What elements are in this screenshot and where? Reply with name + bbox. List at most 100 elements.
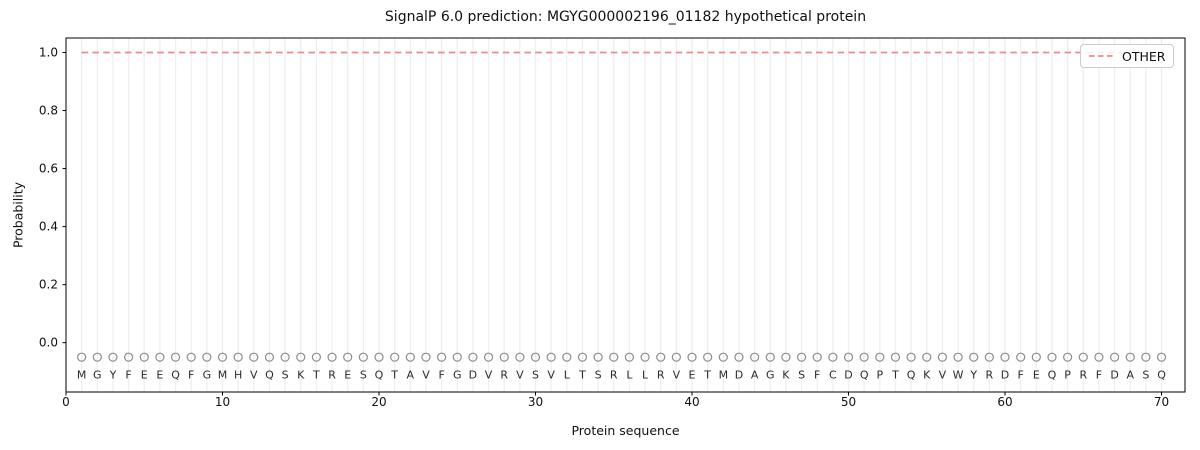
residue-letter: E [1033,369,1040,382]
residue-marker [343,352,353,362]
residue-letter: S [1142,369,1149,382]
residue-marker [1094,352,1104,362]
residue-marker [640,352,650,362]
residue-letter: G [203,369,212,382]
residue-marker [139,352,149,362]
residue-marker [155,352,165,362]
residue-letter: T [891,369,899,382]
residue-marker [1047,352,1057,362]
residue-marker [186,352,196,362]
residue-marker [562,352,572,362]
residue-marker [437,352,447,362]
residue-marker [217,352,228,362]
y-tick-label: 0.4 [39,220,58,234]
residue-letter: Q [907,369,916,382]
residue-letter: F [814,369,820,382]
residue-letter: F [1096,369,1102,382]
residue-letter: R [500,369,508,382]
legend-dashed-line-icon [1089,55,1114,57]
residue-letter: S [282,369,289,382]
residue-marker [515,352,525,362]
residue-marker [1141,352,1151,362]
plot-border [65,37,1186,393]
residue-letter: A [407,369,415,382]
residue-letter: G [93,369,102,382]
residue-letter: T [578,369,586,382]
residue-marker [890,352,901,362]
residue-letter: S [360,369,367,382]
residue-marker [734,352,744,362]
residue-letter: T [703,369,711,382]
residue-letter: D [1001,369,1009,382]
residue-letter: Q [1157,369,1166,382]
residue-marker [765,352,775,362]
residue-marker [906,352,916,362]
residue-marker [969,352,979,362]
residue-marker [390,352,400,362]
residue-letter: M [719,369,729,382]
residue-letter: D [735,369,743,382]
residue-letter: Q [860,369,869,382]
y-tick-label: 0.8 [39,104,58,118]
residue-marker [1000,352,1010,362]
residue-marker [92,352,102,362]
residue-letter: V [939,369,947,382]
residue-letter: S [798,369,805,382]
residue-letter: A [751,369,759,382]
residue-marker [671,352,681,362]
residue-marker [233,352,243,362]
residue-letter: F [1018,369,1024,382]
residue-letter: K [923,369,931,382]
x-tick-label: 40 [684,395,699,409]
residue-marker [483,352,494,362]
residue-letter: E [689,369,696,382]
residue-marker [1156,352,1167,362]
residue-letter: P [876,369,883,382]
residue-marker [280,352,290,362]
residue-letter: A [1126,369,1134,382]
residue-marker [170,352,181,362]
y-tick-label: 0.2 [39,278,58,292]
residue-letter: D [1110,369,1118,382]
residue-letter: Q [265,369,274,382]
residue-letter: G [453,369,462,382]
residue-marker [796,352,807,362]
residue-letter: V [250,369,258,382]
x-tick-label: 10 [215,395,230,409]
residue-marker [405,352,415,362]
residue-marker [1078,352,1088,362]
residue-letter: E [156,369,163,382]
residue-marker [421,352,431,362]
residue-marker [609,352,619,362]
residue-marker [828,352,838,362]
residue-letter: S [595,369,602,382]
residue-letter: Y [969,369,977,382]
residue-letter: P [1064,369,1071,382]
residue-marker [1031,352,1041,362]
residue-letter: F [438,369,444,382]
residue-marker [546,352,556,362]
residue-marker [750,352,760,362]
residue-letter: V [516,369,524,382]
residue-marker [875,352,885,362]
residue-letter: T [312,369,320,382]
residue-marker [1125,352,1135,362]
residue-letter: E [141,369,148,382]
residue-letter: F [188,369,194,382]
residue-letter: M [77,369,87,382]
residue-letter: V [485,369,493,382]
residue-letter: D [844,369,852,382]
residue-letter: Q [171,369,180,382]
residue-letter: G [766,369,775,382]
residue-letter: T [390,369,398,382]
y-tick-label: 0.0 [39,336,58,350]
residue-letter: M [218,369,228,382]
residue-marker [984,352,994,362]
residue-marker [718,352,728,362]
residue-letter: V [673,369,681,382]
residue-marker [593,352,603,362]
residue-letter: L [642,369,649,382]
residue-marker [624,352,635,362]
x-tick-label: 0 [62,395,70,409]
